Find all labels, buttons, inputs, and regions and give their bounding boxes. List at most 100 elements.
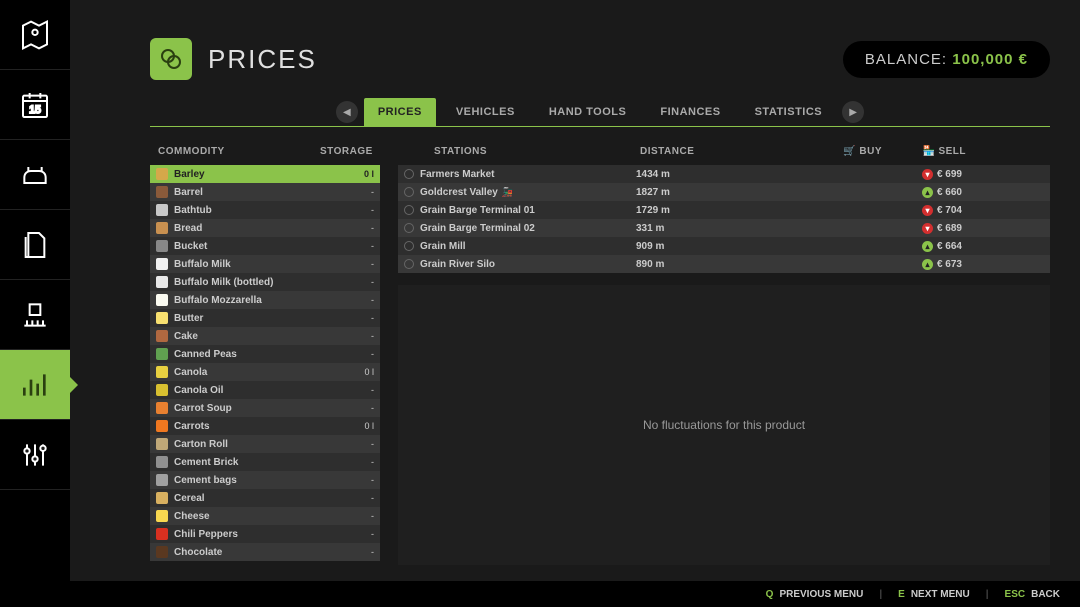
station-sell: ▾€ 699 bbox=[884, 169, 962, 180]
station-row[interactable]: Grain River Silo890 m▴€ 673 bbox=[398, 255, 1050, 273]
commodity-row[interactable]: Cheese- bbox=[150, 507, 380, 525]
commodity-row[interactable]: Cake- bbox=[150, 327, 380, 345]
commodity-storage: - bbox=[371, 259, 374, 269]
sidebar-item-map[interactable] bbox=[0, 0, 70, 70]
station-marker-icon bbox=[404, 205, 414, 215]
tab-vehicles[interactable]: VEHICLES bbox=[442, 98, 529, 126]
commodity-row[interactable]: Bread- bbox=[150, 219, 380, 237]
commodity-name: Cement bags bbox=[174, 475, 371, 486]
commodity-row[interactable]: Carrot Soup- bbox=[150, 399, 380, 417]
station-marker-icon bbox=[404, 223, 414, 233]
commodity-row[interactable]: Barley0 l bbox=[150, 165, 380, 183]
commodity-row[interactable]: Canned Peas- bbox=[150, 345, 380, 363]
commodity-name: Buffalo Milk bbox=[174, 259, 371, 270]
sidebar-item-stats[interactable] bbox=[0, 350, 70, 420]
prev-tab-button[interactable]: ◀ bbox=[336, 101, 358, 123]
commodity-name: Butter bbox=[174, 313, 371, 324]
commodity-row[interactable]: Butter- bbox=[150, 309, 380, 327]
commodity-icon bbox=[156, 402, 168, 414]
tab-finances[interactable]: FINANCES bbox=[646, 98, 734, 126]
station-marker-icon bbox=[404, 259, 414, 269]
commodity-icon bbox=[156, 438, 168, 450]
commodity-row[interactable]: Buffalo Milk- bbox=[150, 255, 380, 273]
page-title: PRICES bbox=[208, 44, 317, 75]
station-name: Goldcrest Valley🚂 bbox=[420, 187, 636, 198]
trend-down-icon: ▾ bbox=[922, 223, 933, 234]
station-row[interactable]: Grain Barge Terminal 02331 m▾€ 689 bbox=[398, 219, 1050, 237]
station-sell: ▾€ 704 bbox=[884, 205, 962, 216]
commodity-row[interactable]: Cement Brick- bbox=[150, 453, 380, 471]
commodity-row[interactable]: Chocolate- bbox=[150, 543, 380, 561]
sidebar-item-animals[interactable] bbox=[0, 140, 70, 210]
footer-prev-menu[interactable]: Q PREVIOUS MENU bbox=[766, 589, 864, 600]
sidebar-item-documents[interactable] bbox=[0, 210, 70, 280]
commodity-row[interactable]: Bucket- bbox=[150, 237, 380, 255]
stations-panel: Farmers Market1434 m▾€ 699Goldcrest Vall… bbox=[398, 165, 1050, 565]
tab-statistics[interactable]: STATISTICS bbox=[741, 98, 837, 126]
commodity-name: Canned Peas bbox=[174, 349, 371, 360]
commodity-name: Bathtub bbox=[174, 205, 371, 216]
station-row[interactable]: Grain Mill909 m▴€ 664 bbox=[398, 237, 1050, 255]
station-distance: 890 m bbox=[636, 259, 764, 270]
commodity-icon bbox=[156, 240, 168, 252]
commodity-icon bbox=[156, 348, 168, 360]
sidebar-item-equipment[interactable] bbox=[0, 280, 70, 350]
commodity-storage: 0 l bbox=[364, 421, 374, 431]
station-row[interactable]: Farmers Market1434 m▾€ 699 bbox=[398, 165, 1050, 183]
commodity-name: Canola Oil bbox=[174, 385, 371, 396]
station-distance: 331 m bbox=[636, 223, 764, 234]
commodity-icon bbox=[156, 546, 168, 558]
commodity-icon bbox=[156, 294, 168, 306]
commodity-icon bbox=[156, 384, 168, 396]
station-row[interactable]: Goldcrest Valley🚂1827 m▴€ 660 bbox=[398, 183, 1050, 201]
station-sell: ▴€ 664 bbox=[884, 241, 962, 252]
tabs-row: ◀ PRICESVEHICLESHAND TOOLSFINANCESSTATIS… bbox=[150, 98, 1050, 127]
commodity-name: Cement Brick bbox=[174, 457, 371, 468]
sidebar-item-calendar[interactable]: 15 bbox=[0, 70, 70, 140]
commodity-row[interactable]: Canola Oil- bbox=[150, 381, 380, 399]
station-marker-icon bbox=[404, 169, 414, 179]
commodity-storage: - bbox=[371, 529, 374, 539]
tab-prices[interactable]: PRICES bbox=[364, 98, 436, 126]
trend-up-icon: ▴ bbox=[922, 241, 933, 252]
commodity-storage: - bbox=[371, 439, 374, 449]
col-distance: DISTANCE bbox=[640, 146, 770, 157]
balance-display: BALANCE: 100,000 € bbox=[843, 41, 1050, 78]
commodity-row[interactable]: Buffalo Milk (bottled)- bbox=[150, 273, 380, 291]
commodity-icon bbox=[156, 312, 168, 324]
commodity-row[interactable]: Buffalo Mozzarella- bbox=[150, 291, 380, 309]
footer-back[interactable]: ESC BACK bbox=[1005, 589, 1060, 600]
station-list: Farmers Market1434 m▾€ 699Goldcrest Vall… bbox=[398, 165, 1050, 273]
commodity-row[interactable]: Chili Peppers- bbox=[150, 525, 380, 543]
commodity-icon bbox=[156, 510, 168, 522]
commodity-icon bbox=[156, 186, 168, 198]
commodity-storage: - bbox=[371, 403, 374, 413]
commodity-name: Buffalo Milk (bottled) bbox=[174, 277, 371, 288]
fluctuation-message: No fluctuations for this product bbox=[643, 418, 805, 432]
commodity-row[interactable]: Carrots0 l bbox=[150, 417, 380, 435]
station-row[interactable]: Grain Barge Terminal 011729 m▾€ 704 bbox=[398, 201, 1050, 219]
trend-up-icon: ▴ bbox=[922, 259, 933, 270]
trend-up-icon: ▴ bbox=[922, 187, 933, 198]
footer-next-menu[interactable]: E NEXT MENU bbox=[898, 589, 970, 600]
commodity-storage: - bbox=[371, 457, 374, 467]
commodity-row[interactable]: Cement bags- bbox=[150, 471, 380, 489]
col-buy: 🛒BUY bbox=[770, 146, 892, 157]
commodity-row[interactable]: Barrel- bbox=[150, 183, 380, 201]
commodity-name: Cake bbox=[174, 331, 371, 342]
columns-header: COMMODITY STORAGE STATIONS DISTANCE 🛒BUY… bbox=[150, 137, 1050, 165]
commodity-icon bbox=[156, 456, 168, 468]
station-name: Grain Barge Terminal 02 bbox=[420, 223, 636, 234]
tab-hand-tools[interactable]: HAND TOOLS bbox=[535, 98, 641, 126]
sidebar-item-settings[interactable] bbox=[0, 420, 70, 490]
next-tab-button[interactable]: ▶ bbox=[842, 101, 864, 123]
commodity-storage: - bbox=[371, 295, 374, 305]
commodity-name: Barrel bbox=[174, 187, 371, 198]
station-sell: ▴€ 660 bbox=[884, 187, 962, 198]
commodity-row[interactable]: Bathtub- bbox=[150, 201, 380, 219]
commodity-row[interactable]: Carton Roll- bbox=[150, 435, 380, 453]
commodity-row[interactable]: Canola0 l bbox=[150, 363, 380, 381]
svg-text:15: 15 bbox=[29, 104, 41, 116]
commodity-name: Carrot Soup bbox=[174, 403, 371, 414]
commodity-row[interactable]: Cereal- bbox=[150, 489, 380, 507]
